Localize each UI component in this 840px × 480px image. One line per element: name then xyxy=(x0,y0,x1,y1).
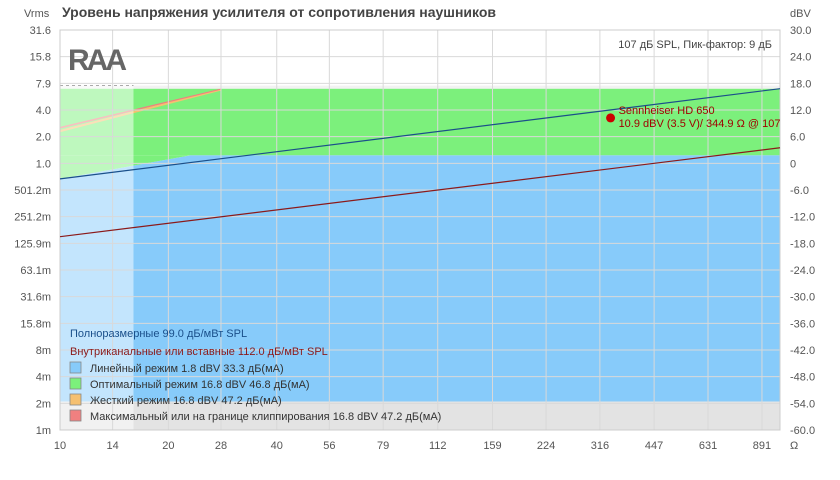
right-tick-label: -42.0 xyxy=(790,345,815,357)
legend: Полноразмерные 99.0 дБ/мВт SPL Внутрикана… xyxy=(69,328,441,423)
left-tick-label: 15.8 xyxy=(30,52,51,64)
left-tick-label: 15.8m xyxy=(20,318,51,330)
marker-label: Sennheiser HD 650 xyxy=(619,105,715,117)
left-tick-label: 2m xyxy=(36,398,51,410)
right-tick-label: 30.0 xyxy=(790,25,811,37)
right-tick-label: -60.0 xyxy=(790,425,815,437)
right-tick-label: 0 xyxy=(790,158,796,170)
x-tick-label: 20 xyxy=(162,440,174,452)
legend-region-3: Максимальный или на границе клиппировани… xyxy=(90,411,441,423)
left-tick-label: 4.0 xyxy=(36,105,51,117)
left-tick-label: 63.1m xyxy=(20,265,51,277)
right-tick-label: -24.0 xyxy=(790,265,815,277)
x-tick-label: 79 xyxy=(377,440,389,452)
right-tick-label: 18.0 xyxy=(790,78,811,90)
logo-text: RAA xyxy=(68,44,126,77)
right-tick-label: -18.0 xyxy=(790,238,815,250)
legend-swatch-0 xyxy=(69,361,82,374)
x-tick-label: 28 xyxy=(215,440,227,452)
left-tick-label: 31.6 xyxy=(30,25,51,37)
x-tick-label: 56 xyxy=(323,440,335,452)
left-tick-label: 501.2m xyxy=(14,185,51,197)
right-tick-label: 12.0 xyxy=(790,105,811,117)
left-tick-label: 1m xyxy=(36,425,51,437)
right-tick-label: -30.0 xyxy=(790,292,815,304)
left-axis-unit: Vrms xyxy=(24,8,50,20)
x-tick-label: 447 xyxy=(645,440,663,452)
right-tick-label: -48.0 xyxy=(790,372,815,384)
plot-border xyxy=(59,29,781,431)
right-tick-label: -6.0 xyxy=(790,185,809,197)
x-tick-label: 891 xyxy=(753,440,771,452)
x-tick-label: 224 xyxy=(537,440,555,452)
left-tick-label: 2.0 xyxy=(36,132,51,144)
x-tick-label: 631 xyxy=(699,440,717,452)
chart-title: Уровень напряжения усилителя от сопротив… xyxy=(62,4,496,20)
legend-region-1: Оптимальный режим 16.8 dBV 46.8 дБ(мА) xyxy=(90,379,310,391)
axis-ticks: 31.6 15.8 7.9 4.0 2.0 1.0 501.2m 251.2m 125.9m 63… xyxy=(14,25,815,452)
x-tick-label: 10 xyxy=(54,440,66,452)
x-axis-unit: Ω xyxy=(790,440,798,452)
right-tick-label: -12.0 xyxy=(790,212,815,224)
series-lines xyxy=(59,88,781,238)
legend-swatch-2 xyxy=(69,393,82,406)
legend-region-2: Жесткий режим 16.8 dBV 47.2 дБ(мА) xyxy=(90,395,282,407)
left-tick-label: 7.9 xyxy=(36,78,51,90)
legend-swatch-1 xyxy=(69,377,82,390)
left-tick-label: 4m xyxy=(36,372,51,384)
legend-swatch-3 xyxy=(69,409,82,422)
right-tick-label: 6.0 xyxy=(790,132,805,144)
x-tick-label: 316 xyxy=(591,440,609,452)
x-tick-label: 159 xyxy=(483,440,501,452)
info-annotation: 107 дБ SPL, Пик-фактор: 9 дБ xyxy=(618,39,772,51)
legend-iem: Внутриканальные или вставные 112.0 дБ/мВ… xyxy=(70,346,328,358)
x-tick-label: 40 xyxy=(271,440,283,452)
raa-logo: RAA xyxy=(68,44,129,77)
right-tick-label: -54.0 xyxy=(790,398,815,410)
noise-floor-band xyxy=(60,401,780,430)
legend-fullsize: Полноразмерные 99.0 дБ/мВт SPL xyxy=(70,328,247,340)
grid-lines xyxy=(59,29,781,431)
series-line-1 xyxy=(59,147,781,238)
left-tick-label: 1.0 xyxy=(36,158,51,170)
series-line-0 xyxy=(59,88,781,180)
above-clip-band xyxy=(60,85,780,89)
left-tick-label: 8m xyxy=(36,345,51,357)
right-axis-unit: dBV xyxy=(790,8,811,20)
right-tick-label: -36.0 xyxy=(790,318,815,330)
left-tick-label: 31.6m xyxy=(20,292,51,304)
marker-detail: 10.9 dBV (3.5 V)/ 344.9 Ω @ 107 xyxy=(619,118,781,130)
legend-region-0: Линейный режим 1.8 dBV 33.3 дБ(мА) xyxy=(90,363,284,375)
info-text: 107 дБ SPL, Пик-фактор: 9 дБ xyxy=(618,39,772,51)
x-tick-label: 112 xyxy=(429,440,447,452)
right-tick-label: 24.0 xyxy=(790,52,811,64)
x-tick-label: 14 xyxy=(106,440,118,452)
left-tick-label: 125.9m xyxy=(14,238,51,250)
marker-dot[interactable] xyxy=(606,113,616,123)
left-tick-label: 251.2m xyxy=(14,212,51,224)
